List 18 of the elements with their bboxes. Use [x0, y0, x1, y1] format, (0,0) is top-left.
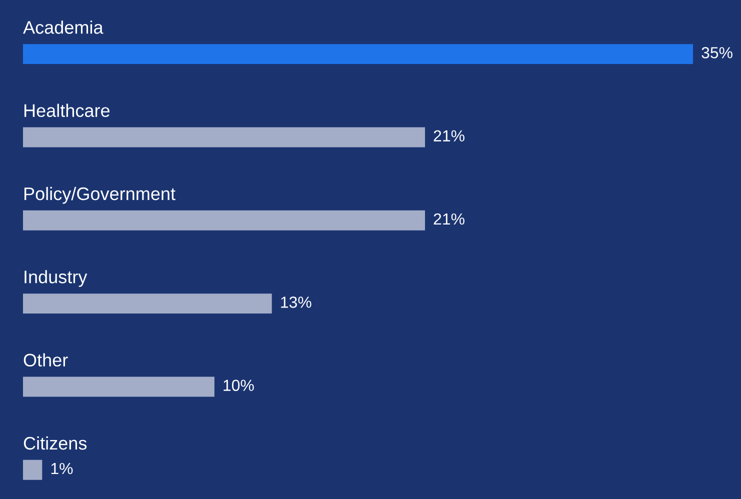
- bar: [23, 210, 425, 230]
- bar: [23, 460, 42, 480]
- data-label: 1%: [51, 462, 73, 474]
- data-label: 21%: [434, 213, 464, 225]
- bar: [23, 44, 693, 64]
- y-tick-label: Policy/Government: [24, 186, 176, 204]
- data-label: 13%: [281, 296, 312, 308]
- y-tick-label: Citizens: [24, 436, 87, 450]
- y-tick-label: Other: [24, 353, 68, 367]
- bar: [23, 127, 425, 148]
- y-tick-label: Healthcare: [24, 104, 110, 118]
- bar: [23, 294, 272, 314]
- data-label: 35%: [702, 47, 732, 58]
- y-tick-label: Industry: [24, 270, 88, 287]
- bar: [23, 376, 214, 397]
- data-label: 21%: [434, 130, 464, 142]
- y-tick-label: Academia: [23, 20, 104, 34]
- data-label: 10%: [224, 380, 254, 392]
